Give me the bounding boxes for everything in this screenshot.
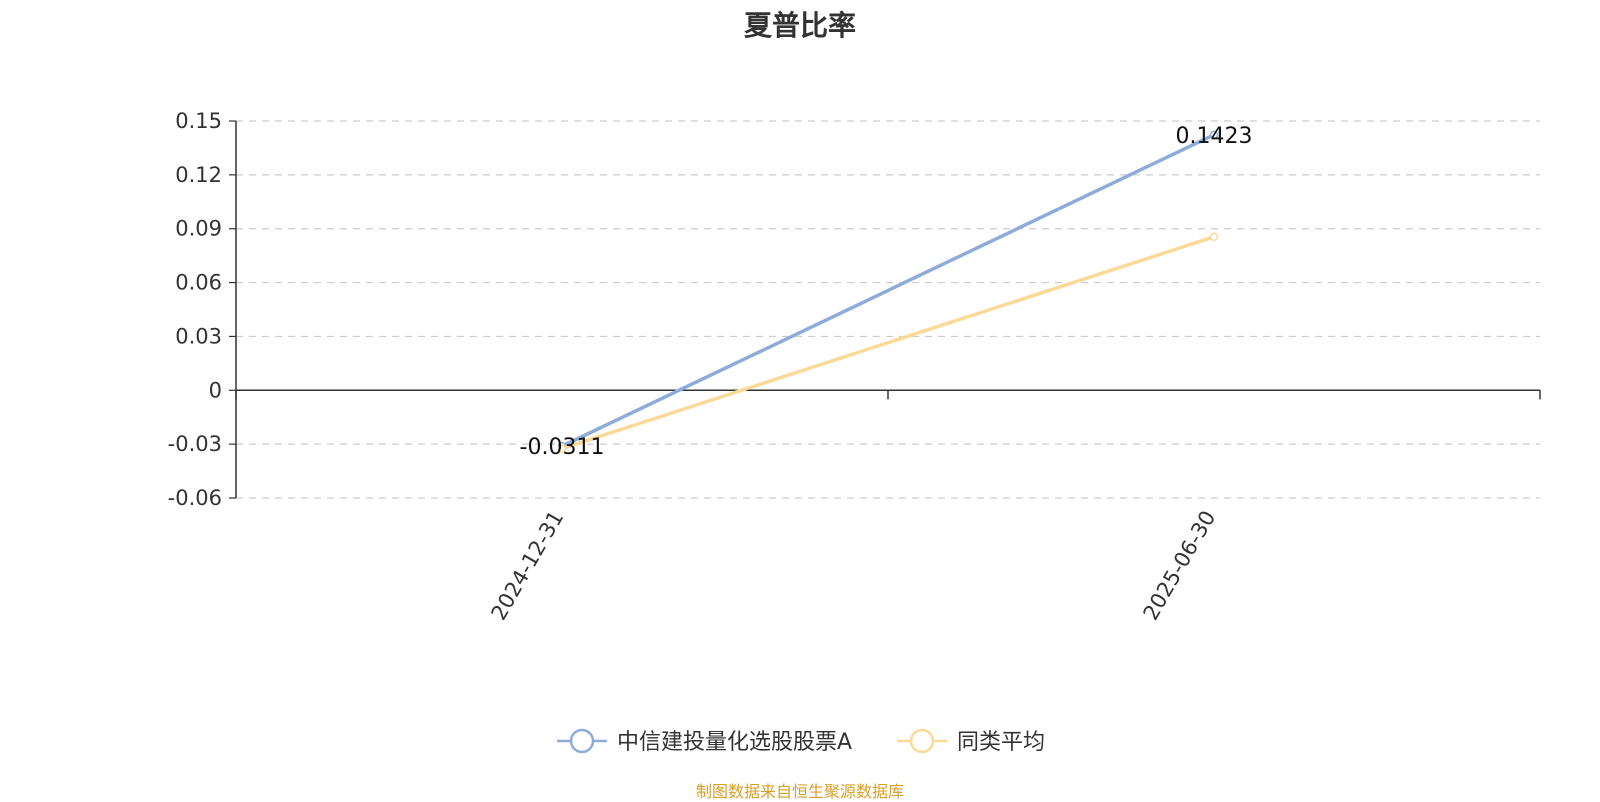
y-tick-label: 0.09 [175,217,222,241]
x-tick-label: 2024-12-31 [487,507,569,625]
grid-lines [236,120,1540,499]
y-tick-label: 0 [209,378,222,402]
y-tick-label: 0.15 [175,109,222,133]
legend-marker-icon [569,728,595,754]
legend-label: 同类平均 [957,730,1045,755]
legend-item: 同类平均 [897,728,1045,755]
chart-title: 夏普比率 [743,9,856,42]
series [557,130,1219,453]
y-tick-label: -0.03 [168,432,222,456]
series-point [557,444,567,453]
legend: 中信建投量化选股股票A 同类平均 [557,728,1045,755]
series-point [1209,232,1219,242]
y-tick-label: 0.06 [175,271,222,295]
series-line [561,133,1215,448]
series-line [561,235,1215,451]
source-footer: 制图数据来自恒生聚源数据库 [695,782,904,801]
data-labels: -0.0311 0.1423 [520,124,1253,460]
data-label: -0.0311 [520,435,605,460]
y-tick-label: 0.12 [175,163,222,187]
legend-item: 中信建投量化选股股票A [557,728,852,755]
x-tick-label: 2025-06-30 [1139,507,1221,625]
legend-marker-icon [909,728,935,754]
data-label: 0.1423 [1176,124,1253,149]
y-tick-label: -0.06 [168,486,222,510]
series-point [1209,130,1219,140]
legend-label: 中信建投量化选股股票A [617,730,852,755]
axes: 0.15 0.12 0.09 0.06 0.03 0 -0.03 -0.06 2024-12-3… [168,109,1541,625]
y-tick-label: 0.03 [175,324,222,348]
